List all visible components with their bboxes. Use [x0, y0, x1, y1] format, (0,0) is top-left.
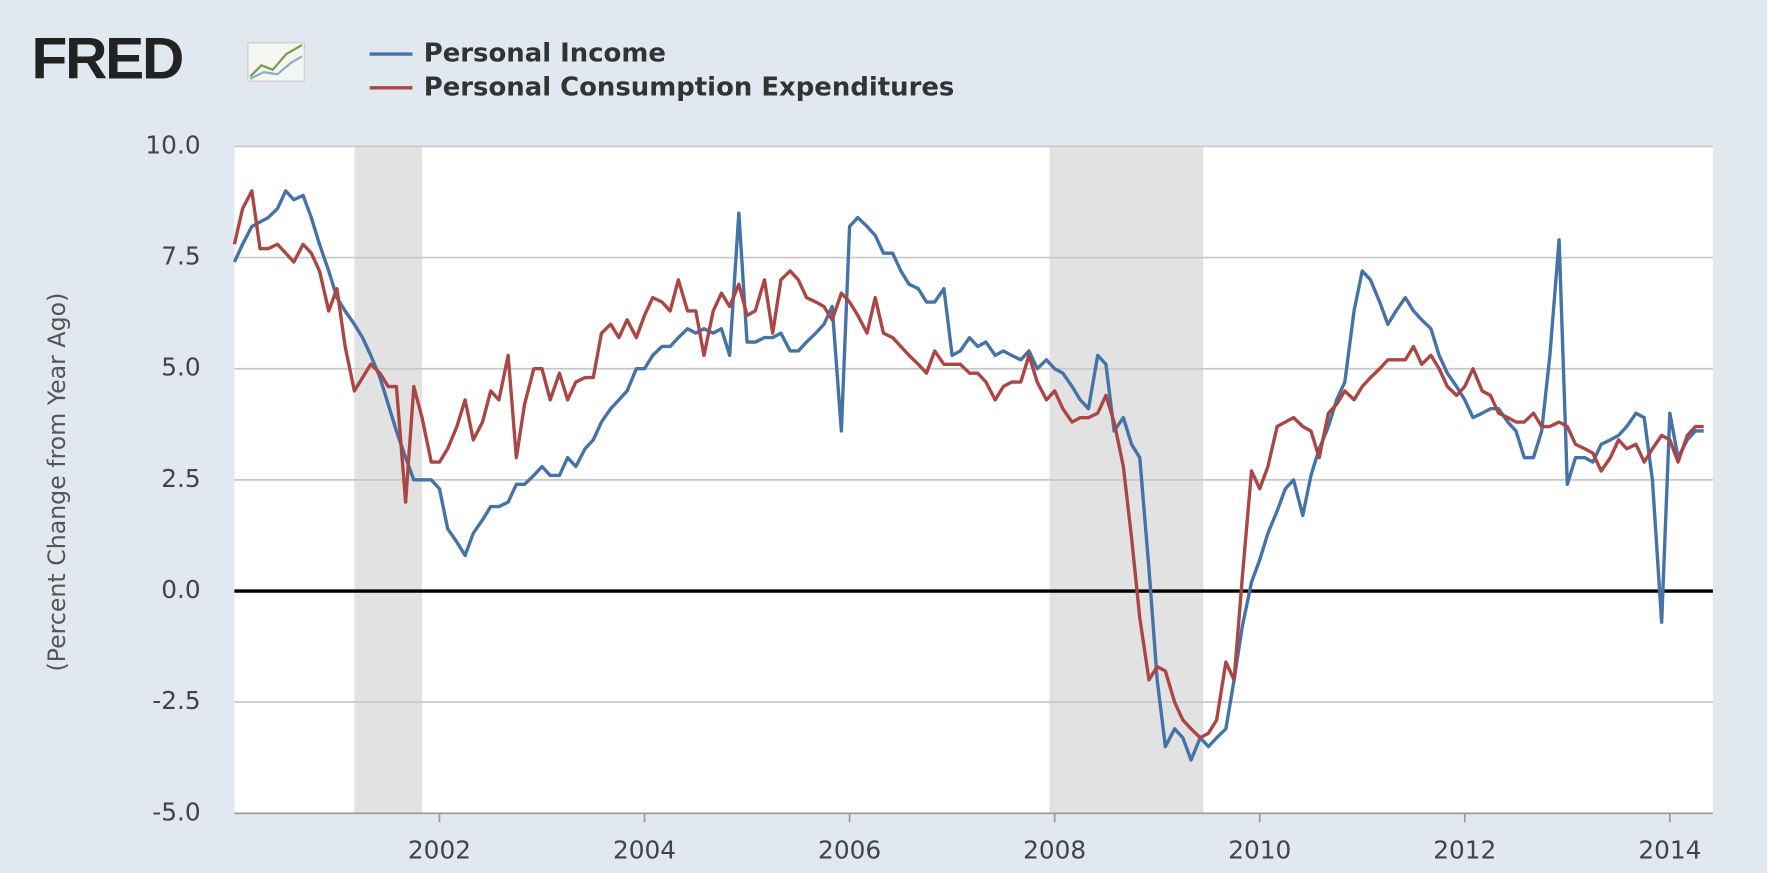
y-tick-label: 2.5: [161, 464, 200, 493]
logo: FRED: [32, 27, 182, 92]
y-tick-label: -2.5: [152, 686, 200, 715]
legend-label: Personal Consumption Expenditures: [424, 72, 955, 102]
y-tick-label: 0.0: [161, 575, 200, 604]
y-tick-label: 5.0: [161, 353, 200, 382]
y-tick-label: 10.0: [145, 130, 200, 159]
x-tick-label: 2004: [613, 836, 676, 865]
y-axis-label: (Percent Change from Year Ago): [43, 293, 71, 672]
logo-icon: [247, 42, 305, 82]
x-tick-label: 2006: [818, 836, 881, 865]
series-line: [232, 189, 1704, 740]
x-tick-label: 2002: [408, 836, 471, 865]
x-tick-label: 2012: [1433, 836, 1496, 865]
x-tick-label: 2008: [1023, 836, 1086, 865]
y-tick-label: -5.0: [152, 797, 200, 826]
x-tick-label: 2010: [1228, 836, 1291, 865]
legend-label: Personal Income: [424, 39, 666, 69]
x-tick-label: 2014: [1638, 836, 1701, 865]
y-tick-label: 7.5: [161, 242, 200, 271]
